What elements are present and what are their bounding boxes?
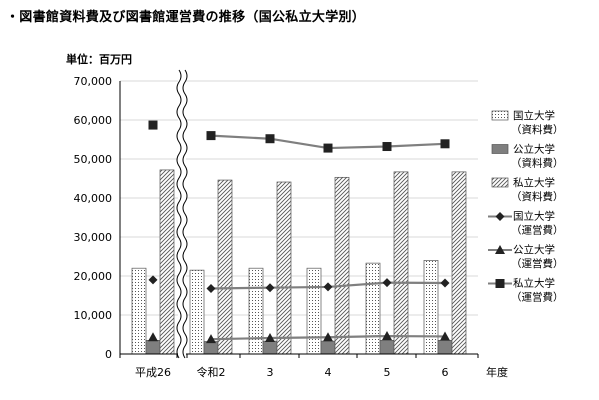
x-tick-label: 3 xyxy=(267,366,274,379)
legend-label: 私立大学 xyxy=(513,176,555,189)
bar xyxy=(262,340,278,355)
bars xyxy=(131,169,467,355)
legend-label: 公立大学 xyxy=(513,243,555,256)
legend-label: （資料費） xyxy=(511,123,564,136)
legend-label: 私立大学 xyxy=(513,277,555,290)
x-tick-label: 令和2 xyxy=(197,365,226,379)
bar xyxy=(334,176,350,355)
diamond-marker xyxy=(495,212,505,221)
bar xyxy=(276,181,292,355)
chart-title: ・図書館資料費及び図書館運営費の推移（国公私立大学別） xyxy=(6,10,366,25)
bar xyxy=(248,267,264,355)
legend: 国立大学（資料費）公立大学（資料費）私立大学（資料費）国立大学（運営費）公立大学… xyxy=(488,109,564,304)
x-tick-label: 4 xyxy=(325,366,332,379)
legend-label: 国立大学 xyxy=(513,210,555,223)
bar xyxy=(379,340,395,355)
legend-label: 公立大学 xyxy=(513,143,555,156)
bar xyxy=(145,340,161,355)
triangle-marker xyxy=(495,245,505,254)
triangle-marker xyxy=(265,333,275,343)
y-tick-label: 70,000 xyxy=(74,75,113,88)
square-marker xyxy=(148,120,158,130)
legend-label: （運営費） xyxy=(511,257,564,270)
diamond-marker xyxy=(265,283,275,293)
legend-label: （資料費） xyxy=(511,190,564,203)
axes: 0 10,000 20,000 30,000 40,000 50,000 60,000 70,… xyxy=(74,69,508,379)
triangle-marker xyxy=(440,331,450,341)
bar xyxy=(320,340,336,355)
triangle-marker xyxy=(148,332,158,342)
bar xyxy=(189,269,205,355)
triangle-marker xyxy=(323,332,333,342)
x-tick-label: 6 xyxy=(442,366,449,379)
square-marker xyxy=(323,143,333,153)
axis-break-line xyxy=(182,69,188,359)
square-marker xyxy=(265,134,275,144)
unit-label: 単位：百万円 xyxy=(66,53,132,66)
y-tick-label: 0 xyxy=(105,348,112,361)
x-axis-label: 年度 xyxy=(486,365,508,379)
legend-swatch xyxy=(491,177,509,188)
diamond-marker xyxy=(148,275,158,285)
y-tick-label: 60,000 xyxy=(74,114,113,127)
legend-label: （資料費） xyxy=(511,157,564,170)
square-marker xyxy=(440,139,450,149)
bar xyxy=(365,262,381,355)
square-marker xyxy=(495,279,505,288)
diamond-marker xyxy=(206,283,216,293)
y-tick-label: 40,000 xyxy=(74,192,113,205)
bar xyxy=(203,341,219,355)
y-tick-label: 30,000 xyxy=(74,231,113,244)
y-tick-label: 50,000 xyxy=(74,153,113,166)
y-tick-label: 10,000 xyxy=(74,309,113,322)
bar xyxy=(217,179,233,355)
square-marker xyxy=(382,142,392,152)
diamond-marker xyxy=(323,282,333,292)
bar xyxy=(131,267,147,355)
bar xyxy=(393,171,409,355)
legend-swatch xyxy=(491,144,509,154)
legend-label: （運営費） xyxy=(511,291,564,304)
bar xyxy=(451,171,467,355)
triangle-marker xyxy=(382,331,392,341)
legend-label: 国立大学 xyxy=(513,109,555,122)
axis-break-line xyxy=(176,69,182,359)
diamond-marker xyxy=(440,278,450,288)
diamond-marker xyxy=(382,278,392,288)
x-tick-label: 平成26 xyxy=(135,366,171,379)
axis-break-band xyxy=(178,70,186,358)
legend-swatch xyxy=(491,110,509,121)
square-marker xyxy=(206,131,216,141)
lines xyxy=(148,120,450,344)
bar xyxy=(159,169,175,355)
bar xyxy=(306,267,322,355)
legend-label: （運営費） xyxy=(511,224,564,237)
bar xyxy=(437,340,453,355)
x-tick-label: 5 xyxy=(384,366,391,379)
triangle-marker xyxy=(206,334,216,344)
y-tick-label: 20,000 xyxy=(74,270,113,283)
bar xyxy=(423,260,439,355)
